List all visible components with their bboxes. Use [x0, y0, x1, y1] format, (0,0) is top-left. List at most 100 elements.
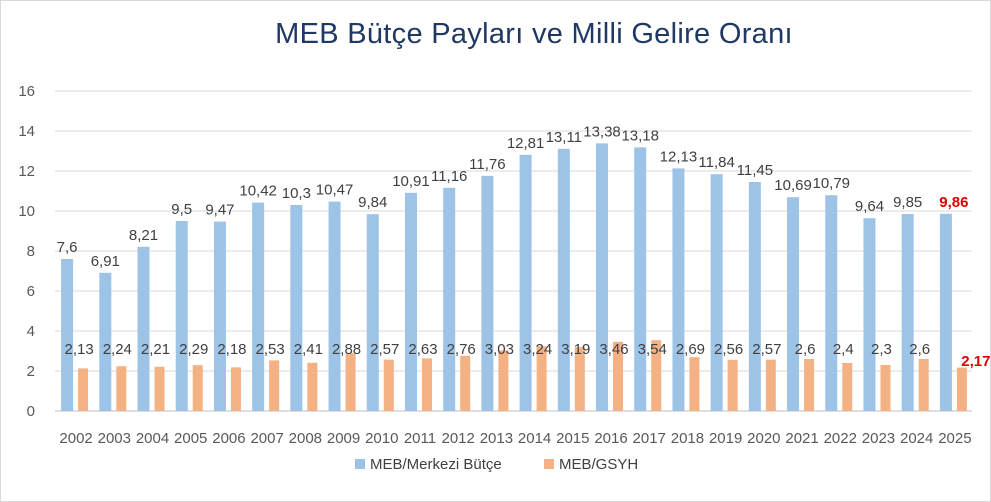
- data-label-meb-merkezi-butce: 13,11: [546, 129, 582, 146]
- bar-meb-gsyh: [651, 340, 662, 411]
- bar-meb-merkezi-butce: [863, 218, 876, 411]
- data-label-meb-gsyh: 2,41: [294, 341, 323, 358]
- data-label-meb-gsyh: 2,24: [103, 341, 132, 358]
- x-tick-label: 2006: [212, 430, 245, 447]
- x-tick-label: 2023: [862, 430, 895, 447]
- data-label-meb-merkezi-butce: 11,45: [737, 162, 773, 179]
- bar-meb-merkezi-butce: [290, 205, 303, 411]
- data-label-meb-merkezi-butce: 9,64: [855, 198, 884, 215]
- bar-meb-gsyh: [613, 341, 624, 411]
- legend-label-meb-merkezi-butce: MEB/Merkezi Bütçe: [370, 456, 502, 473]
- bar-meb-gsyh: [307, 362, 318, 411]
- bar-meb-gsyh: [842, 363, 853, 411]
- bar-meb-merkezi-butce: [481, 175, 494, 411]
- y-tick-label: 10: [18, 203, 35, 220]
- data-label-meb-merkezi-butce: 10,47: [316, 182, 354, 199]
- y-tick-label: 4: [27, 323, 35, 340]
- bar-meb-gsyh: [230, 367, 241, 411]
- x-tick-label: 2007: [250, 430, 283, 447]
- bar-meb-gsyh: [727, 359, 738, 411]
- data-label-meb-merkezi-butce: 11,76: [469, 156, 505, 173]
- data-label-meb-merkezi-butce: 9,47: [205, 202, 234, 219]
- x-tick-label: 2025: [938, 430, 971, 447]
- y-tick-label: 6: [27, 283, 35, 300]
- data-label-meb-gsyh: 2,57: [752, 341, 781, 358]
- bar-meb-merkezi-butce: [99, 272, 112, 411]
- data-label-meb-gsyh: 2,4: [833, 341, 854, 358]
- bar-meb-gsyh: [78, 368, 89, 411]
- data-label-meb-gsyh: 2,29: [179, 341, 208, 358]
- x-tick-label: 2012: [442, 430, 475, 447]
- bar-meb-gsyh: [269, 360, 280, 411]
- data-label-meb-gsyh: 2,18: [217, 341, 246, 358]
- data-label-meb-gsyh: 2,17: [961, 353, 990, 370]
- bar-meb-merkezi-butce: [61, 259, 74, 411]
- x-tick-label: 2008: [289, 430, 322, 447]
- bar-meb-merkezi-butce: [787, 197, 800, 411]
- bar-meb-merkezi-butce: [213, 221, 226, 411]
- chart-title: MEB Bütçe Payları ve Milli Gelire Oranı: [275, 18, 793, 50]
- bar-meb-merkezi-butce: [443, 187, 456, 411]
- bar-meb-merkezi-butce: [404, 192, 417, 411]
- data-label-meb-merkezi-butce: 13,38: [583, 123, 621, 140]
- data-label-meb-merkezi-butce: 10,79: [812, 175, 850, 192]
- data-label-meb-gsyh: 2,13: [65, 341, 94, 358]
- bar-meb-merkezi-butce: [557, 148, 570, 412]
- x-tick-label: 2024: [900, 430, 933, 447]
- data-label-meb-merkezi-butce: 8,21: [129, 227, 158, 244]
- bar-meb-gsyh: [765, 359, 776, 411]
- bar-meb-gsyh: [536, 346, 547, 411]
- x-tick-label: 2013: [480, 430, 513, 447]
- bar-meb-merkezi-butce: [519, 154, 532, 412]
- bar-meb-gsyh: [498, 350, 509, 411]
- data-label-meb-gsyh: 3,24: [523, 341, 552, 358]
- data-label-meb-gsyh: 2,63: [408, 341, 437, 358]
- x-tick-label: 2015: [556, 430, 589, 447]
- data-label-meb-gsyh: 3,46: [599, 341, 628, 358]
- x-tick-label: 2022: [824, 430, 857, 447]
- bar-meb-gsyh: [116, 366, 127, 411]
- data-label-meb-gsyh: 2,88: [332, 341, 361, 358]
- data-label-meb-gsyh: 2,57: [370, 341, 399, 358]
- x-tick-label: 2002: [59, 430, 92, 447]
- bar-meb-merkezi-butce: [596, 143, 609, 411]
- legend-swatch-meb-gsyh: [544, 459, 554, 469]
- bar-meb-gsyh: [345, 353, 356, 411]
- data-label-meb-gsyh: 2,76: [447, 341, 476, 358]
- data-label-meb-merkezi-butce: 10,3: [282, 185, 311, 202]
- x-tick-label: 2003: [98, 430, 131, 447]
- y-tick-label: 0: [27, 403, 35, 420]
- y-tick-label: 12: [18, 163, 35, 180]
- x-tick-label: 2017: [633, 430, 666, 447]
- data-label-meb-merkezi-butce: 9,85: [893, 194, 922, 211]
- bar-meb-gsyh: [956, 367, 967, 411]
- data-label-meb-merkezi-butce: 13,18: [621, 127, 659, 144]
- y-tick-label: 14: [18, 123, 35, 140]
- data-label-meb-gsyh: 2,56: [714, 341, 743, 358]
- bar-meb-merkezi-butce: [901, 214, 914, 411]
- bar-meb-gsyh: [689, 357, 700, 411]
- x-tick-label: 2019: [709, 430, 742, 447]
- x-tick-label: 2016: [594, 430, 627, 447]
- x-tick-label: 2005: [174, 430, 207, 447]
- data-label-meb-gsyh: 3,19: [561, 341, 590, 358]
- data-label-meb-merkezi-butce: 12,13: [660, 148, 698, 165]
- data-label-meb-gsyh: 2,6: [795, 341, 816, 358]
- data-label-meb-merkezi-butce: 6,91: [91, 253, 120, 270]
- data-label-meb-gsyh: 2,21: [141, 341, 170, 358]
- data-label-meb-merkezi-butce: 11,84: [698, 154, 734, 171]
- data-label-meb-gsyh: 3,54: [638, 341, 667, 358]
- x-tick-label: 2020: [747, 430, 780, 447]
- data-label-meb-merkezi-butce: 10,91: [392, 173, 430, 190]
- bar-meb-merkezi-butce: [366, 214, 379, 411]
- bar-meb-merkezi-butce: [672, 168, 685, 411]
- data-label-meb-gsyh: 2,69: [676, 341, 705, 358]
- legend-swatch-meb-merkezi-butce: [355, 459, 365, 469]
- data-label-meb-gsyh: 2,6: [909, 341, 930, 358]
- bar-meb-gsyh: [421, 358, 432, 411]
- x-tick-label: 2004: [136, 430, 169, 447]
- bar-meb-merkezi-butce: [825, 195, 838, 411]
- bar-meb-merkezi-butce: [634, 147, 647, 411]
- data-label-meb-gsyh: 2,3: [871, 341, 892, 358]
